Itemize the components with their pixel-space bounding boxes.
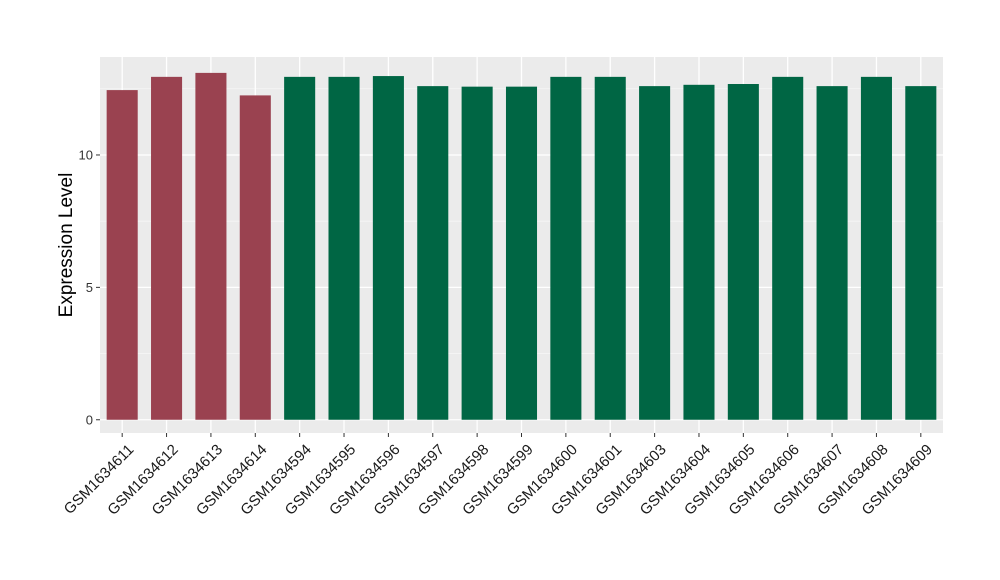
bar-gsm1634603: [639, 86, 671, 420]
bar-gsm1634600: [550, 76, 582, 420]
bar-gsm1634599: [505, 86, 538, 420]
y-tick-label: 0: [86, 412, 93, 427]
y-tick-label: 5: [86, 280, 93, 295]
bar-gsm1634596: [372, 76, 404, 420]
y-axis-label: Expression Level: [56, 173, 77, 318]
y-tick-label: 10: [79, 147, 93, 162]
bar-gsm1634598: [461, 86, 493, 420]
bar-gsm1634601: [594, 76, 626, 420]
bar-gsm1634614: [239, 95, 271, 420]
x-axis: GSM1634611GSM1634612GSM1634613GSM1634614…: [61, 433, 936, 519]
bar-gsm1634607: [816, 86, 848, 420]
bar-gsm1634606: [772, 76, 804, 420]
bar-gsm1634597: [417, 86, 449, 420]
bar-gsm1634594: [284, 76, 316, 420]
bar-gsm1634608: [860, 76, 892, 420]
bar-gsm1634611: [106, 90, 138, 420]
y-axis: 0 5 10: [79, 147, 100, 427]
bar-gsm1634595: [328, 76, 360, 420]
bar-gsm1634604: [683, 84, 715, 420]
bar-gsm1634613: [195, 72, 227, 420]
bar-gsm1634612: [151, 76, 183, 420]
bar-gsm1634605: [727, 84, 759, 420]
bar-gsm1634609: [905, 86, 937, 420]
bars: [106, 72, 937, 420]
